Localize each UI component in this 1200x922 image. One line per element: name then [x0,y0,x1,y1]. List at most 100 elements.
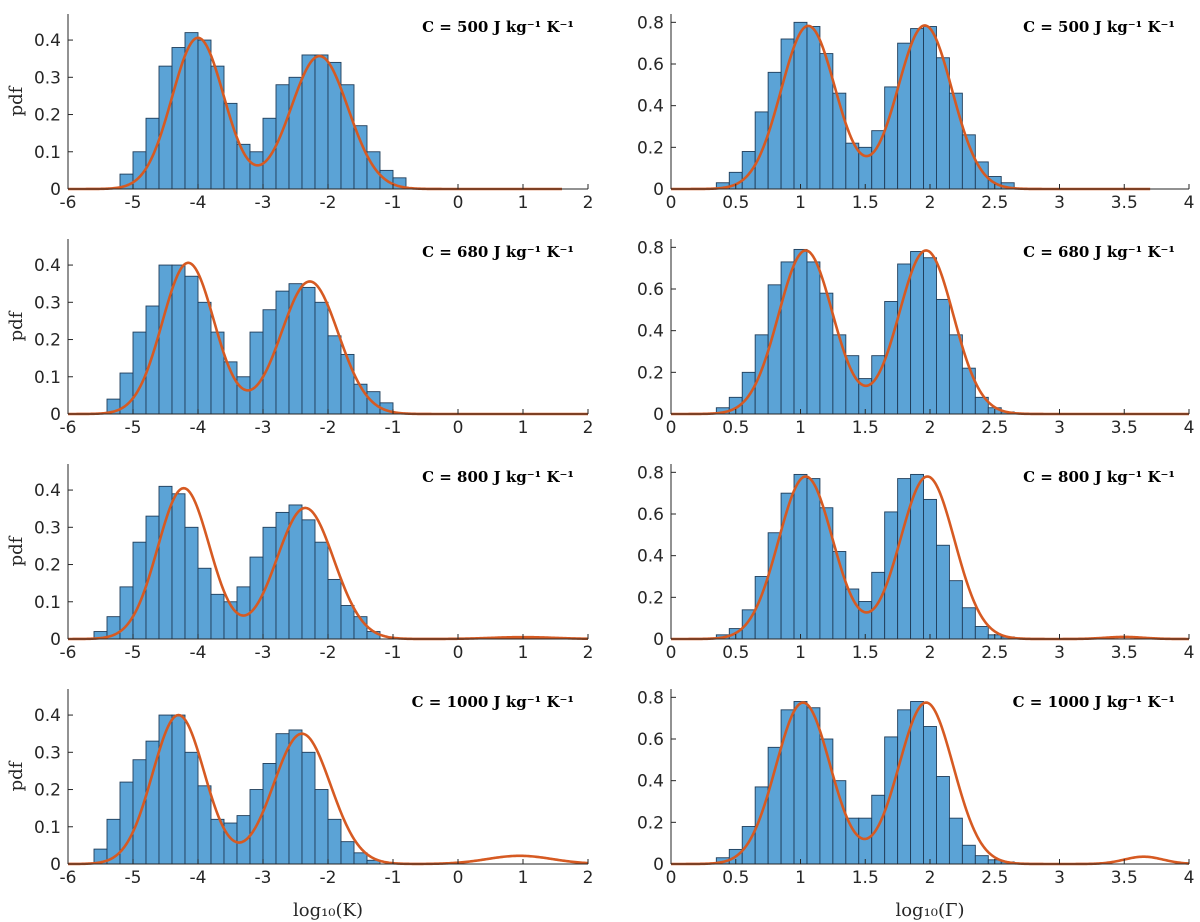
xtick-label-K-680--4: -4 [190,418,207,438]
ytick-label-K-680-0.4: 0.4 [34,256,61,276]
ytick-label-K-1000-0: 0 [50,855,61,875]
xtick-label-K-500--4: -4 [190,193,207,213]
xtick-label-G-800-3.5: 3.5 [1111,643,1138,663]
bar-K-500-12 [275,84,290,190]
bar-K-500-6 [197,39,212,190]
bar-K-680-14 [288,283,303,415]
ytick-label-G-1000-0.6: 0.6 [637,730,664,750]
bar-K-680-13 [275,290,290,415]
bar-K-680-15 [301,286,316,415]
bar-K-500-3 [158,65,173,190]
xtick-label-K-500--1: -1 [385,193,402,213]
ytick-label-G-500-0.6: 0.6 [637,55,664,75]
xtick-label-G-680-0: 0 [666,418,677,438]
ytick-label-G-1000-0: 0 [653,855,664,875]
bar-K-680-11 [249,331,264,415]
xtick-label-K-680-1: 1 [518,418,529,438]
xtick-label-G-1000-0: 0 [666,868,677,888]
xtick-label-K-680--2: -2 [320,418,337,438]
ytick-label-K-500-0: 0 [50,180,61,200]
ylabel-K-680: pdf [6,310,27,341]
xtick-label-K-800--6: -6 [60,643,77,663]
bar-K-680-2 [132,331,147,415]
ytick-label-G-1000-0.4: 0.4 [637,772,664,792]
bar-K-800-9 [210,593,225,640]
panel-G-680: 0 0.5 1 1.5 2 2.5 3 3.5 4 0 0.2 0.4 0.6 0.8 C = 680 J … [637,238,1194,438]
ytick-label-K-500-0.3: 0.3 [34,68,61,88]
xtick-label-K-680--6: -6 [60,418,77,438]
bar-K-500-7 [210,65,225,190]
xtick-label-G-500-3.5: 3.5 [1111,193,1138,213]
bar-G-500-5 [780,38,795,190]
panel-G-800: 0 0.5 1 1.5 2 2.5 3 3.5 4 0 0.2 0.4 0.6 0.8 C = 800 J … [637,463,1194,663]
bar-K-800-18 [327,578,342,640]
xtick-label-K-680-2: 2 [583,418,594,438]
ytick-label-K-680-0.2: 0.2 [34,331,61,351]
bar-K-1000-6 [171,714,186,865]
ytick-label-K-1000-0.4: 0.4 [34,706,61,726]
ytick-label-K-800-0.1: 0.1 [34,593,61,613]
xtick-label-K-800-0: 0 [453,643,464,663]
xtick-label-K-680--5: -5 [125,418,142,438]
bar-G-800-5 [780,492,795,640]
xtick-label-G-680-1: 1 [795,418,806,438]
xtick-label-K-500--3: -3 [255,193,272,213]
bar-G-800-11 [858,601,873,640]
xtick-label-G-680-1.5: 1.5 [852,418,879,438]
annotation-K-680: C = 680 J kg⁻¹ K⁻¹ [422,243,574,261]
ytick-label-K-500-0.2: 0.2 [34,106,61,126]
bar-G-680-9 [832,334,847,415]
ytick-label-G-800-0: 0 [653,630,664,650]
bar-G-1000-18 [948,817,963,865]
bar-G-1000-10 [845,817,860,865]
xtick-label-K-1000--4: -4 [190,868,207,888]
bar-K-680-3 [145,305,160,415]
bar-K-680-18 [340,353,355,415]
bar-G-680-2 [741,371,756,415]
bar-G-800-19 [961,607,976,640]
bar-G-500-15 [910,28,924,190]
bar-G-1000-12 [871,794,886,865]
bar-K-500-4 [171,47,186,190]
bar-K-800-8 [197,567,212,640]
ytick-label-G-800-0.6: 0.6 [637,505,664,525]
xtick-label-G-1000-0.5: 0.5 [722,868,749,888]
bar-G-800-18 [948,580,963,640]
xtick-label-K-1000--2: -2 [320,868,337,888]
xtick-label-G-800-0: 0 [666,643,677,663]
bar-K-1000-19 [340,841,355,865]
ytick-label-K-1000-0.3: 0.3 [34,743,61,763]
ytick-label-K-680-0: 0 [50,405,61,425]
xtick-label-G-800-0.5: 0.5 [722,643,749,663]
xtick-label-G-500-2: 2 [925,193,936,213]
xtick-label-K-1000--1: -1 [385,868,402,888]
bar-K-800-6 [171,493,186,640]
bar-K-500-10 [249,151,264,190]
ytick-label-G-500-0.8: 0.8 [637,13,664,33]
annotation-G-800: C = 800 J kg⁻¹ K⁻¹ [1023,468,1175,486]
xtick-label-G-1000-1.5: 1.5 [852,868,879,888]
xtick-label-K-1000--3: -3 [255,868,272,888]
panel-K-1000: -6 -5 -4 -3 -2 -1 0 1 2 0 0.1 0.2 0.3 0.4 C = 1000 J k… [6,689,593,921]
ytick-label-G-680-0.8: 0.8 [637,238,664,258]
ytick-label-G-500-0: 0 [653,180,664,200]
bar-K-800-7 [184,526,199,640]
bar-K-1000-8 [197,785,212,865]
bar-K-1000-18 [327,818,342,865]
bar-G-680-3 [754,334,769,415]
bar-G-1000-6 [793,701,808,865]
xtick-label-G-800-1: 1 [795,643,806,663]
xtick-label-G-1000-3: 3 [1054,868,1065,888]
bar-G-1000-17 [936,776,950,865]
xtick-label-K-680-0: 0 [453,418,464,438]
xtick-label-G-680-3.5: 3.5 [1111,418,1138,438]
xtick-label-G-800-1.5: 1.5 [852,643,879,663]
xtick-label-G-500-4: 4 [1184,193,1195,213]
xtick-label-K-800--4: -4 [190,643,207,663]
curve-G-800 [670,475,1189,641]
ytick-label-G-500-0.4: 0.4 [637,97,664,117]
ytick-label-G-800-0.2: 0.2 [637,588,664,608]
bar-G-800-8 [819,507,834,640]
bar-G-680-7 [806,261,821,415]
xtick-label-G-680-0.5: 0.5 [722,418,749,438]
